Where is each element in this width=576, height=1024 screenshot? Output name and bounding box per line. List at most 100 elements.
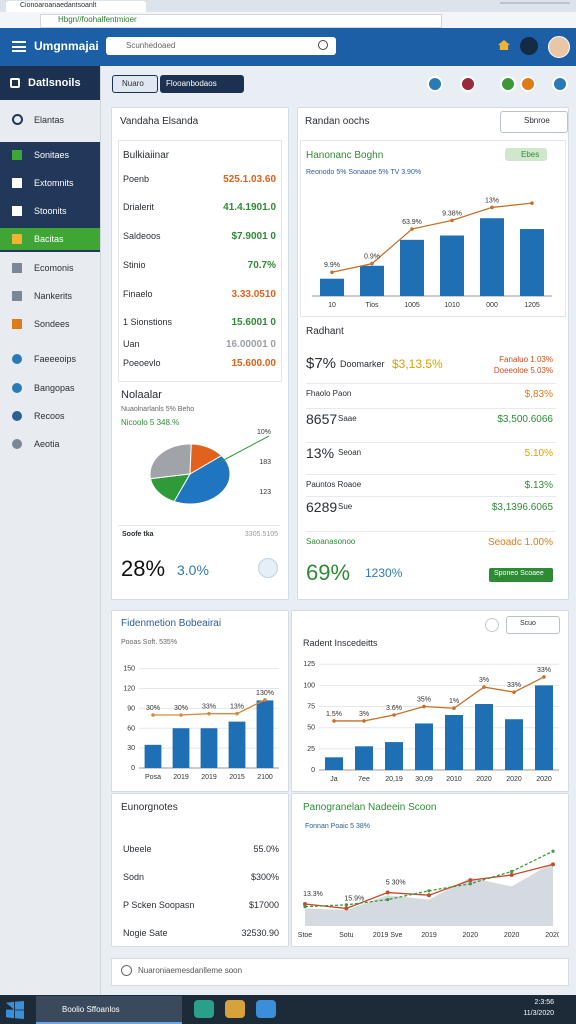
badge[interactable] — [505, 148, 547, 161]
nav-item[interactable]: Recoos — [34, 411, 65, 421]
action-button[interactable] — [489, 568, 553, 582]
dropdown-label: Scuo — [520, 620, 536, 627]
line-point — [235, 711, 239, 716]
avatar[interactable] — [548, 36, 570, 58]
nav-item[interactable]: Sonitaes — [34, 150, 70, 160]
divider — [118, 525, 280, 526]
row-label: Seoan — [338, 448, 362, 457]
line-point — [179, 713, 183, 717]
bar — [320, 278, 344, 296]
row-big: 6289 — [306, 499, 338, 515]
annotation: 0.9% — [364, 254, 380, 261]
panel-title: Fidenmetion Bobeairai — [121, 618, 222, 629]
toolbar-tab-label: Nuaro — [122, 79, 144, 88]
search-box[interactable] — [106, 37, 336, 55]
headline-note: Fanaluo 1.03% — [499, 355, 553, 364]
bar — [535, 685, 553, 770]
taskbar-icon[interactable] — [256, 1000, 276, 1018]
panel-subtitle: Pooas Soft. 535% — [121, 639, 178, 646]
y-tick-label: 100 — [303, 682, 315, 689]
x-tick-label: 2010 — [446, 776, 462, 783]
list-label: Nogie Sate — [123, 928, 168, 938]
list-label: Drialerit — [123, 202, 155, 212]
url-field[interactable] — [40, 14, 442, 28]
nav-icon[interactable] — [12, 354, 22, 364]
x-tick-label: 2019 — [201, 774, 217, 781]
chart: 0 25 50 75 100 125 Ja 7ee 20,19 30,09 2010 2020 2020… — [303, 661, 559, 783]
home-icon[interactable] — [498, 40, 510, 50]
toolbar-tab[interactable] — [112, 75, 158, 93]
line-point — [332, 719, 336, 723]
notify-icon[interactable] — [520, 37, 538, 55]
list-value: $300% — [250, 872, 279, 882]
nav-icon[interactable] — [12, 319, 22, 329]
line-point — [385, 890, 390, 895]
x-tick-label: Ja — [330, 776, 338, 783]
row-divider — [306, 383, 556, 384]
menu-icon[interactable] — [12, 41, 26, 52]
bar — [445, 715, 463, 770]
nav-item[interactable]: Aeotia — [34, 439, 60, 449]
panel — [111, 793, 289, 947]
toolbar-tab[interactable] — [160, 75, 244, 93]
toolbar-icon[interactable] — [520, 76, 536, 92]
annotation: 63.9% — [402, 219, 422, 226]
line-point — [530, 201, 534, 205]
taskbar-icon[interactable] — [225, 1000, 245, 1018]
nav-item[interactable]: Ecomonis — [34, 263, 74, 273]
nav-icon[interactable] — [12, 234, 22, 244]
nav-item[interactable]: Sondees — [34, 319, 70, 329]
dropdown[interactable] — [500, 111, 568, 133]
nav-icon[interactable] — [12, 178, 22, 188]
nav-item[interactable]: Stoonits — [34, 206, 67, 216]
annotation: 3% — [359, 711, 369, 718]
x-tick-label: 1205 — [524, 302, 540, 309]
row-value: $,83% — [524, 389, 553, 400]
nav-item[interactable]: Nankerits — [34, 291, 73, 301]
line-point — [330, 270, 334, 275]
action-button-label: Sponeo Scoaee — [494, 570, 544, 577]
nav-icon[interactable] — [12, 383, 22, 393]
toolbar-icon[interactable] — [460, 76, 476, 92]
nav-icon[interactable] — [12, 439, 22, 449]
x-tick-label: 2020 — [536, 776, 552, 783]
line-point — [370, 261, 374, 266]
row-value: Seoadc 1.00% — [487, 537, 553, 548]
nav-item[interactable]: Extomnits — [34, 178, 74, 188]
line-point — [386, 898, 390, 902]
row-value: $3,1396.6065 — [491, 502, 553, 513]
nav-icon[interactable] — [12, 206, 22, 216]
toolbar-icon[interactable] — [500, 76, 516, 92]
annotation: 10% — [257, 429, 271, 436]
settings-icon[interactable] — [485, 618, 499, 632]
nav-item[interactable]: Faeeeoips — [34, 354, 77, 364]
x-tick-label: 2020 — [463, 932, 479, 939]
search-placeholder: Scunhedoaed — [126, 41, 176, 50]
taskbar-app[interactable] — [36, 996, 182, 1024]
toolbar-icon[interactable] — [427, 76, 443, 92]
nav-item[interactable]: Bacitas — [34, 234, 64, 244]
toolbar-icon[interactable] — [552, 76, 568, 92]
nav-icon[interactable] — [12, 411, 22, 421]
dropdown[interactable] — [506, 616, 560, 634]
line-point — [151, 713, 155, 717]
section-icon — [12, 114, 23, 125]
section-title: Radhant — [306, 326, 344, 337]
nav-icon[interactable] — [12, 263, 22, 273]
card-title: Hanonanc Boghn — [306, 150, 384, 161]
pie-title: Nolaalar — [121, 389, 162, 401]
x-tick-label: 7ee — [358, 776, 370, 783]
stat-label: Soofe tka — [122, 531, 154, 538]
taskbar-icon[interactable] — [194, 1000, 214, 1018]
browser-tab — [6, 1, 146, 12]
list-value: 41.4.1901.0 — [223, 202, 276, 213]
panel-subtitle: Fonnan Poaic 5 38% — [305, 823, 370, 830]
nav-icon[interactable] — [12, 150, 22, 160]
round-button[interactable] — [258, 558, 278, 578]
nav-item[interactable]: Bangopas — [34, 383, 75, 393]
x-tick-label: Stoe — [298, 932, 313, 939]
pie-slice — [149, 443, 192, 480]
menu-icon-mid — [12, 45, 26, 48]
y-tick-label: 125 — [303, 661, 315, 668]
nav-icon[interactable] — [12, 291, 22, 301]
